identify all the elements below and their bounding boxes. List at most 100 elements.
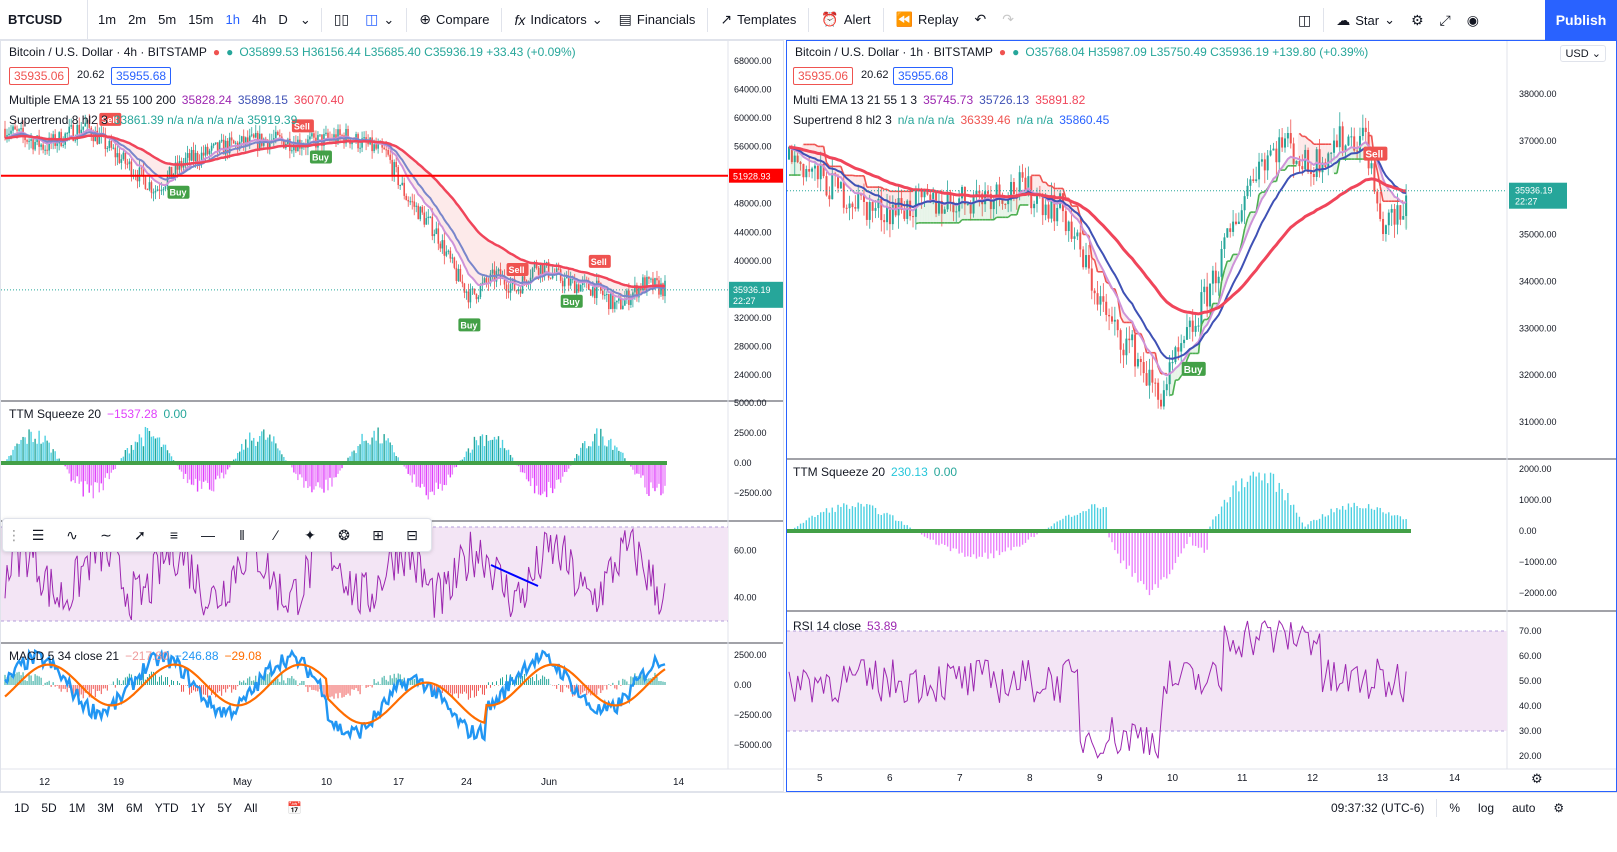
vertical-lines-icon[interactable]: ‖ (239, 527, 245, 543)
star-button[interactable]: ☁ Star ⌄ (1328, 0, 1403, 40)
supertrend-line (1258, 191, 1263, 196)
snapshot-button[interactable]: ◉ (1459, 0, 1487, 40)
settings-button[interactable]: ⚙ (1403, 0, 1432, 40)
currency-selector[interactable]: USD ⌄ (1560, 45, 1606, 62)
right-supertrend-legend[interactable]: Supertrend 8 hl2 3 n/a n/a n/a 36339.46 … (793, 113, 1109, 127)
right-chart-pane[interactable]: 38000.0037000.0036000.0035000.0034000.00… (786, 40, 1617, 792)
right-rsi-legend[interactable]: RSI 14 close 53.89 (793, 619, 897, 633)
candle-body (413, 201, 416, 207)
gear-icon[interactable]: ⚙ (1553, 800, 1565, 815)
indicators-button[interactable]: fx Indicators ⌄ (506, 0, 610, 40)
ask-badge[interactable]: 35955.68 (893, 67, 954, 85)
alert-label: Alert (843, 12, 871, 27)
supertrend-line (993, 216, 998, 221)
publish-button[interactable]: Publish (1545, 0, 1617, 40)
candle-body (108, 140, 111, 149)
right-ema-legend[interactable]: Multi EMA 13 21 55 1 3 35745.73 35726.13… (793, 93, 1085, 107)
candle-body (551, 273, 554, 279)
candle-body (640, 286, 642, 291)
candle-body (515, 290, 518, 292)
goto-date-button[interactable]: 📅 (281, 801, 308, 815)
left-supertrend-legend[interactable]: Supertrend 8 hl2 3 33861.39 n/a n/a n/a … (9, 113, 297, 127)
templates-button[interactable]: ↗ Templates (712, 0, 804, 40)
supertrend-line (1336, 158, 1341, 174)
left-macd-legend[interactable]: MACD 5 34 close 21 −217.80 −246.88 −29.0… (9, 649, 262, 663)
interval-group: 1m 2m 5m 15m 1h 4h D (88, 0, 294, 40)
interval-5m[interactable]: 5m (158, 12, 177, 27)
percent-toggle[interactable]: % (1449, 800, 1461, 815)
range-ytd[interactable]: YTD (154, 800, 179, 815)
candle-body (1027, 176, 1030, 191)
candle-body (68, 126, 70, 134)
menu-lines-icon[interactable]: ☰ (31, 526, 45, 543)
candle-body (170, 166, 173, 178)
ask-badge[interactable]: 35955.68 (111, 67, 172, 85)
wave-abcde-icon[interactable]: ∿ (66, 526, 78, 543)
right-ttm-legend[interactable]: TTM Squeeze 20 230.13 0.00 (793, 465, 957, 479)
range-all[interactable]: All (244, 800, 258, 815)
interval-D[interactable]: D (278, 12, 288, 27)
undo-button[interactable]: ↶ (966, 0, 994, 40)
eye-icon[interactable]: ● (998, 45, 1007, 59)
range-1y[interactable]: 1Y (190, 800, 206, 815)
candle-body (1292, 143, 1295, 164)
interval-15m[interactable]: 15m (188, 12, 214, 27)
eye-icon[interactable]: ● (212, 45, 221, 59)
wave-abc-icon[interactable]: ∼ (100, 526, 112, 543)
fib-extension-icon[interactable]: ⊟ (406, 526, 418, 543)
bar-style-dropdown[interactable]: ◫ ⌄ (357, 0, 402, 40)
interval-1h[interactable]: 1h (225, 12, 240, 27)
candle-body (202, 152, 205, 156)
range-1d[interactable]: 1D (14, 800, 30, 815)
horizontal-ray-icon[interactable]: — (201, 527, 215, 543)
bid-badge[interactable]: 35935.06 (9, 67, 70, 85)
fib-levels-icon[interactable]: ⊞ (372, 526, 384, 543)
drag-handle-icon[interactable]: ⋮ (7, 526, 21, 543)
candle-body (266, 139, 269, 149)
financials-button[interactable]: ▤ Financials (611, 0, 704, 40)
auto-toggle[interactable]: auto (1512, 800, 1536, 815)
pattern-icon[interactable]: ✦ (304, 526, 316, 543)
drawing-toolbar: ⋮ ☰ ∿ ∼ ➚ ≡ — ‖ ∕ ✦ ❂ ⊞ ⊟ (2, 518, 432, 552)
redo-button[interactable]: ↷ (994, 0, 1022, 40)
candle-body (76, 125, 79, 140)
path-icon[interactable]: ➚ (134, 526, 146, 543)
bid-badge[interactable]: 35935.06 (793, 67, 854, 85)
interval-2m[interactable]: 2m (128, 12, 147, 27)
bar-style-button[interactable]: ▯▯ (326, 0, 357, 40)
fullscreen-button[interactable]: ⤢ (1432, 0, 1459, 40)
supertrend-line (1246, 211, 1252, 219)
layout-button[interactable]: ◫ (1290, 0, 1319, 40)
compare-button[interactable]: ⊕ Compare (411, 0, 497, 40)
replay-button[interactable]: ⏪ Replay (888, 0, 967, 40)
rsi-label: RSI 14 close (793, 619, 862, 633)
log-toggle[interactable]: log (1478, 800, 1495, 815)
candle-body (618, 298, 620, 301)
range-6m[interactable]: 6M (126, 800, 143, 815)
parallel-channel-icon[interactable]: ≡ (169, 527, 179, 543)
candle-body (1183, 339, 1186, 344)
candle-body (1012, 182, 1015, 194)
left-ttm-legend[interactable]: TTM Squeeze 20 −1537.28 0.00 (9, 407, 187, 421)
interval-4h[interactable]: 4h (251, 12, 267, 27)
right-chart-canvas[interactable]: 38000.0037000.0036000.0035000.0034000.00… (787, 41, 1616, 791)
range-5y[interactable]: 5Y (217, 800, 233, 815)
range-3m[interactable]: 3M (97, 800, 115, 815)
range-1m[interactable]: 1M (68, 800, 86, 815)
spiral-icon[interactable]: ❂ (338, 526, 350, 543)
left-chart-pane[interactable]: 68000.0064000.0060000.0056000.0052000.00… (0, 40, 784, 792)
interval-dropdown-icon[interactable]: ⌄ (299, 11, 311, 27)
clock-time[interactable]: 09:37:32 (UTC-6) (1331, 800, 1425, 815)
candle-body (447, 250, 450, 252)
trend-line-icon[interactable]: ∕ (274, 527, 278, 543)
range-5d[interactable]: 5D (41, 800, 57, 815)
candle-body (1358, 136, 1361, 152)
interval-1m[interactable]: 1m (98, 12, 117, 27)
candle-body (1151, 369, 1154, 383)
alert-button[interactable]: ⏰ Alert (813, 0, 878, 40)
candle-body (273, 138, 275, 140)
left-ema-legend[interactable]: Multiple EMA 13 21 55 100 200 35828.24 3… (9, 93, 344, 107)
bottom-right-controls: 09:37:32 (UTC-6) % log auto ⚙ (1325, 798, 1570, 817)
candle-body (1131, 334, 1134, 341)
symbol-search[interactable]: BTCUSD (0, 0, 88, 40)
